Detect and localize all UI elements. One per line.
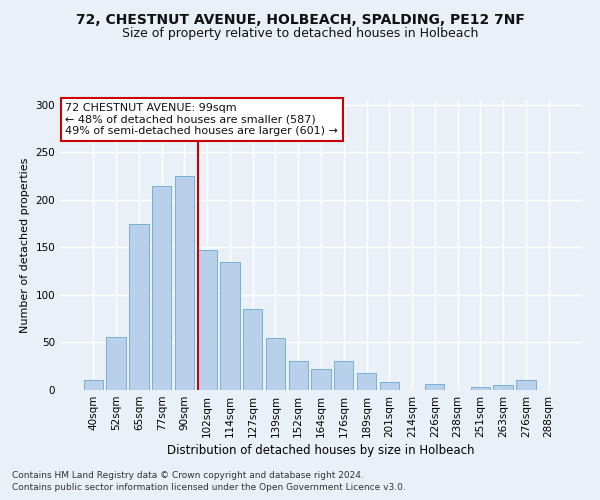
Bar: [84, 380, 103, 390]
Bar: [129, 224, 149, 390]
Bar: [470, 387, 490, 390]
Bar: [220, 262, 239, 390]
X-axis label: Distribution of detached houses by size in Holbeach: Distribution of detached houses by size …: [167, 444, 475, 457]
Bar: [380, 382, 399, 390]
Bar: [516, 380, 536, 390]
Y-axis label: Number of detached properties: Number of detached properties: [20, 158, 30, 332]
Text: 72, CHESTNUT AVENUE, HOLBEACH, SPALDING, PE12 7NF: 72, CHESTNUT AVENUE, HOLBEACH, SPALDING,…: [76, 12, 524, 26]
Bar: [357, 373, 376, 390]
Text: Size of property relative to detached houses in Holbeach: Size of property relative to detached ho…: [122, 28, 478, 40]
Bar: [197, 250, 217, 390]
Bar: [106, 337, 126, 390]
Text: 72 CHESTNUT AVENUE: 99sqm
← 48% of detached houses are smaller (587)
49% of semi: 72 CHESTNUT AVENUE: 99sqm ← 48% of detac…: [65, 103, 338, 136]
Bar: [289, 362, 308, 390]
Bar: [311, 369, 331, 390]
Text: Contains public sector information licensed under the Open Government Licence v3: Contains public sector information licen…: [12, 484, 406, 492]
Bar: [152, 186, 172, 390]
Text: Contains HM Land Registry data © Crown copyright and database right 2024.: Contains HM Land Registry data © Crown c…: [12, 471, 364, 480]
Bar: [425, 384, 445, 390]
Bar: [175, 176, 194, 390]
Bar: [334, 362, 353, 390]
Bar: [266, 338, 285, 390]
Bar: [243, 309, 262, 390]
Bar: [493, 385, 513, 390]
